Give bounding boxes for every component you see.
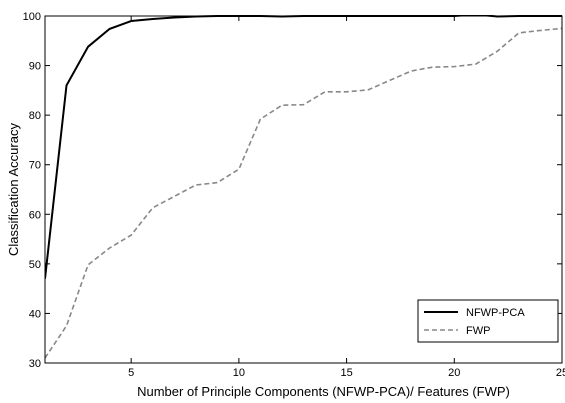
y-tick-label: 70 bbox=[29, 160, 41, 172]
x-tick-label: 25 bbox=[556, 367, 565, 379]
y-tick-label: 60 bbox=[29, 209, 41, 221]
y-axis-label: Classification Accuracy bbox=[6, 123, 21, 256]
x-axis-label: Number of Principle Components (NFWP-PCA… bbox=[137, 384, 510, 399]
legend: NFWP-PCA FWP bbox=[417, 299, 559, 343]
y-tick-label: 40 bbox=[29, 308, 41, 320]
legend-entry: NFWP-PCA bbox=[466, 307, 525, 319]
axis-ticks: 30 40 50 60 70 80 90 100 5 10 15 20 25 bbox=[23, 11, 565, 379]
y-tick-label: 30 bbox=[29, 358, 41, 370]
axes-frame bbox=[44, 15, 563, 364]
x-tick-label: 10 bbox=[233, 367, 245, 379]
y-tick-label: 90 bbox=[29, 61, 41, 73]
y-tick-label: 50 bbox=[29, 259, 41, 271]
y-tick-label: 80 bbox=[29, 110, 41, 122]
x-tick-label: 5 bbox=[128, 367, 134, 379]
y-tick-label: 100 bbox=[23, 11, 41, 23]
legend-box bbox=[417, 299, 559, 343]
series-line-fwp bbox=[45, 27, 562, 359]
x-tick-label: 20 bbox=[448, 367, 460, 379]
legend-entry: FWP bbox=[466, 325, 490, 337]
series-line-nfwp-pca bbox=[45, 15, 562, 279]
x-tick-label: 15 bbox=[340, 367, 352, 379]
